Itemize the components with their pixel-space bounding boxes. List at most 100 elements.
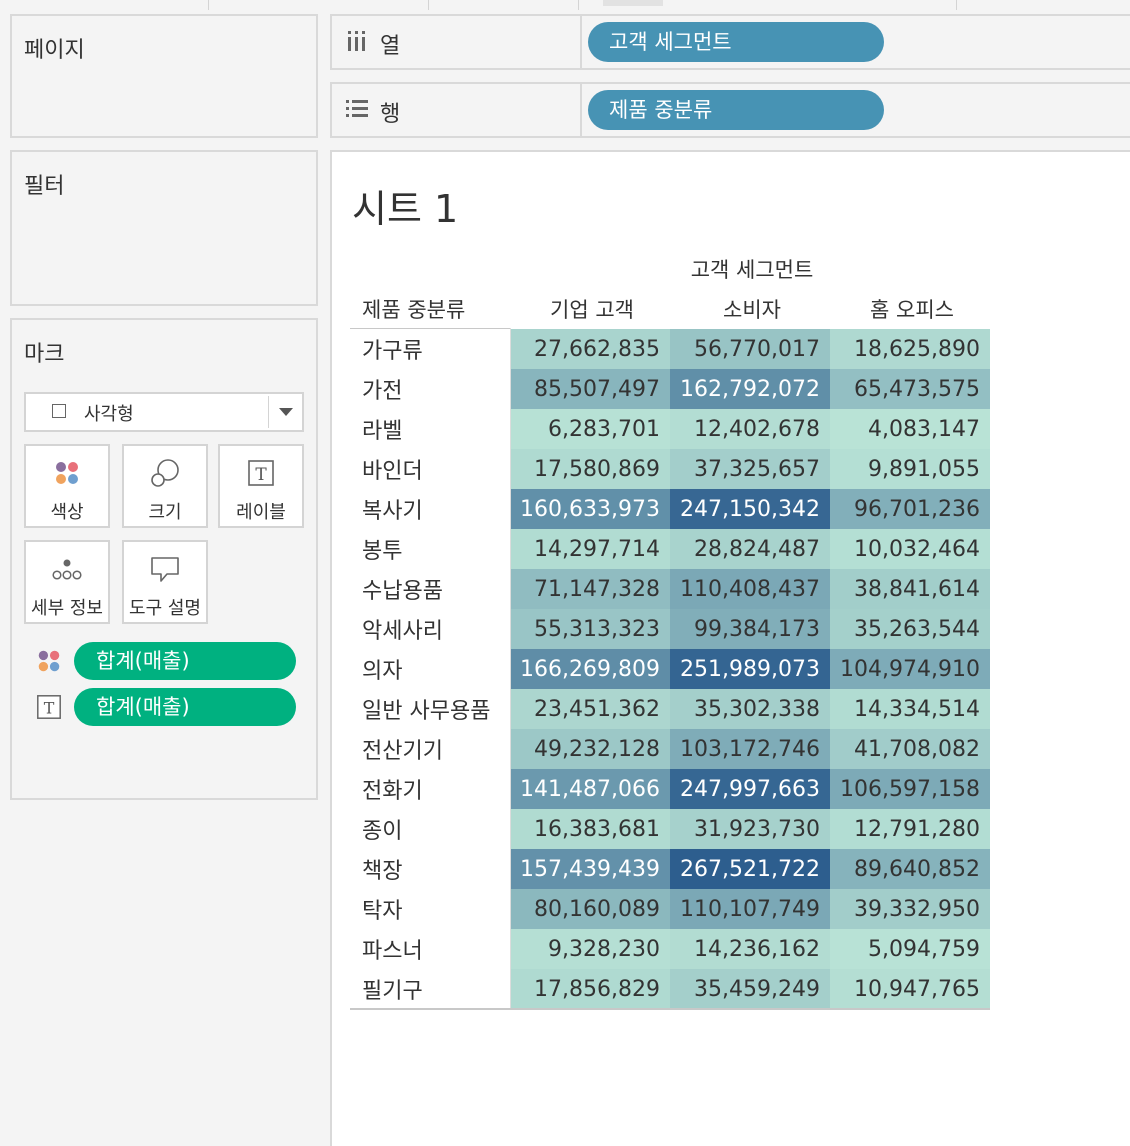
heatmap-cell[interactable]: 12,402,678 bbox=[670, 409, 830, 449]
mark-type-dropdown[interactable]: 사각형 bbox=[24, 392, 304, 432]
svg-text:T: T bbox=[44, 699, 55, 718]
row-label[interactable]: 악세사리 bbox=[362, 619, 443, 644]
color-field-pill[interactable]: 합계(매출) bbox=[74, 642, 296, 680]
label-field-pill[interactable]: 합계(매출) bbox=[74, 688, 296, 726]
row-label[interactable]: 탁자 bbox=[362, 899, 403, 924]
row-label[interactable]: 수납용품 bbox=[362, 579, 443, 604]
heatmap-cell[interactable]: 267,521,722 bbox=[670, 849, 830, 889]
row-label[interactable]: 전화기 bbox=[362, 779, 423, 804]
heatmap-cell[interactable]: 31,923,730 bbox=[670, 809, 830, 849]
heatmap-cell[interactable]: 27,662,835 bbox=[510, 329, 670, 369]
heatmap-cell[interactable]: 247,150,342 bbox=[670, 489, 830, 529]
heatmap-cell[interactable]: 160,633,973 bbox=[510, 489, 670, 529]
color-dots-icon bbox=[56, 462, 78, 484]
row-label[interactable]: 일반 사무용품 bbox=[362, 699, 491, 724]
heatmap-cell[interactable]: 39,332,950 bbox=[830, 889, 990, 929]
heatmap-cell[interactable]: 12,791,280 bbox=[830, 809, 990, 849]
heatmap-cell[interactable]: 5,094,759 bbox=[830, 929, 990, 969]
heatmap-cell[interactable]: 157,439,439 bbox=[510, 849, 670, 889]
heatmap-cell[interactable]: 18,625,890 bbox=[830, 329, 990, 369]
row-label[interactable]: 라벨 bbox=[362, 419, 403, 444]
detail-button[interactable]: 세부 정보 bbox=[24, 540, 110, 624]
table-row: 파스너 9,328,230 14,236,162 5,094,759 bbox=[350, 929, 990, 969]
row-label[interactable]: 전산기기 bbox=[362, 739, 443, 764]
heatmap-cell[interactable]: 9,891,055 bbox=[830, 449, 990, 489]
table-row: 책장 157,439,439 267,521,722 89,640,852 bbox=[350, 849, 990, 889]
rows-pill[interactable]: 제품 중분류 bbox=[588, 90, 884, 130]
row-label[interactable]: 복사기 bbox=[362, 499, 423, 524]
heatmap-cell[interactable]: 166,269,809 bbox=[510, 649, 670, 689]
heatmap-cell[interactable]: 35,263,544 bbox=[830, 609, 990, 649]
heatmap-cell[interactable]: 96,701,236 bbox=[830, 489, 990, 529]
row-label[interactable]: 파스너 bbox=[362, 939, 423, 964]
heatmap-cell[interactable]: 85,507,497 bbox=[510, 369, 670, 409]
row-label[interactable]: 봉투 bbox=[362, 539, 403, 564]
heatmap-cell[interactable]: 56,770,017 bbox=[670, 329, 830, 369]
heatmap-cell[interactable]: 65,473,575 bbox=[830, 369, 990, 409]
sheet-view[interactable]: 시트 1 고객 세그먼트 제품 중분류 기업 고객 소비자 홈 오피스 가구류 2… bbox=[330, 150, 1130, 1146]
heatmap-cell[interactable]: 28,824,487 bbox=[670, 529, 830, 569]
heatmap-cell[interactable]: 38,841,614 bbox=[830, 569, 990, 609]
heatmap-cell[interactable]: 41,708,082 bbox=[830, 729, 990, 769]
heatmap-cell[interactable]: 89,640,852 bbox=[830, 849, 990, 889]
toolbar-tab[interactable] bbox=[603, 0, 663, 6]
heatmap-cell[interactable]: 9,328,230 bbox=[510, 929, 670, 969]
pages-panel[interactable]: 페이지 bbox=[10, 14, 318, 138]
heatmap-cell[interactable]: 104,974,910 bbox=[830, 649, 990, 689]
heatmap-cell[interactable]: 23,451,362 bbox=[510, 689, 670, 729]
chevron-down-icon[interactable] bbox=[279, 408, 293, 416]
heatmap-cell[interactable]: 17,856,829 bbox=[510, 969, 670, 1009]
heatmap-cell[interactable]: 16,383,681 bbox=[510, 809, 670, 849]
heatmap-cell[interactable]: 141,487,066 bbox=[510, 769, 670, 809]
filters-panel[interactable]: 필터 bbox=[10, 150, 318, 306]
row-label[interactable]: 바인더 bbox=[362, 459, 423, 484]
heatmap-cell[interactable]: 10,032,464 bbox=[830, 529, 990, 569]
heatmap-cell[interactable]: 106,597,158 bbox=[830, 769, 990, 809]
heatmap-cell[interactable]: 35,302,338 bbox=[670, 689, 830, 729]
text-label-icon: T bbox=[37, 695, 61, 719]
heatmap-cell[interactable]: 37,325,657 bbox=[670, 449, 830, 489]
table-row: 의자 166,269,809 251,989,073 104,974,910 bbox=[350, 649, 990, 689]
heatmap-cell[interactable]: 162,792,072 bbox=[670, 369, 830, 409]
color-button[interactable]: 색상 bbox=[24, 444, 110, 528]
columns-pill[interactable]: 고객 세그먼트 bbox=[588, 22, 884, 62]
heatmap-cell[interactable]: 17,580,869 bbox=[510, 449, 670, 489]
heatmap-cell[interactable]: 6,283,701 bbox=[510, 409, 670, 449]
tooltip-button[interactable]: 도구 설명 bbox=[122, 540, 208, 624]
columns-shelf[interactable]: 열 고객 세그먼트 bbox=[330, 14, 1130, 70]
row-label[interactable]: 의자 bbox=[362, 659, 403, 684]
row-label[interactable]: 필기구 bbox=[362, 979, 423, 1004]
row-label[interactable]: 종이 bbox=[362, 819, 403, 844]
table-row: 악세사리 55,313,323 99,384,173 35,263,544 bbox=[350, 609, 990, 649]
row-label[interactable]: 가전 bbox=[362, 379, 403, 404]
rows-shelf[interactable]: 행 제품 중분류 bbox=[330, 82, 1130, 138]
column-header-consumer[interactable]: 소비자 bbox=[723, 298, 781, 322]
heatmap-cell[interactable]: 49,232,128 bbox=[510, 729, 670, 769]
column-group-header[interactable]: 고객 세그먼트 bbox=[690, 258, 814, 282]
heatmap-cell[interactable]: 110,107,749 bbox=[670, 889, 830, 929]
row-header-divider bbox=[510, 328, 511, 1008]
column-header-home-office[interactable]: 홈 오피스 bbox=[870, 298, 954, 322]
heatmap-cell[interactable]: 99,384,173 bbox=[670, 609, 830, 649]
heatmap-cell[interactable]: 71,147,328 bbox=[510, 569, 670, 609]
heatmap-cell[interactable]: 35,459,249 bbox=[670, 969, 830, 1009]
heatmap-cell[interactable]: 103,172,746 bbox=[670, 729, 830, 769]
label-button[interactable]: T 레이블 bbox=[218, 444, 304, 528]
row-label[interactable]: 책장 bbox=[362, 859, 403, 884]
mark-type-label: 사각형 bbox=[84, 404, 134, 425]
heatmap-cell[interactable]: 110,408,437 bbox=[670, 569, 830, 609]
column-header-corporate[interactable]: 기업 고객 bbox=[550, 298, 634, 322]
heatmap-cell[interactable]: 80,160,089 bbox=[510, 889, 670, 929]
size-button[interactable]: 크기 bbox=[122, 444, 208, 528]
heatmap-cell[interactable]: 4,083,147 bbox=[830, 409, 990, 449]
sheet-title[interactable]: 시트 1 bbox=[352, 187, 459, 231]
row-field-header[interactable]: 제품 중분류 bbox=[362, 298, 466, 322]
heatmap-cell[interactable]: 247,997,663 bbox=[670, 769, 830, 809]
heatmap-cell[interactable]: 10,947,765 bbox=[830, 969, 990, 1009]
heatmap-cell[interactable]: 14,297,714 bbox=[510, 529, 670, 569]
heatmap-cell[interactable]: 14,334,514 bbox=[830, 689, 990, 729]
heatmap-cell[interactable]: 55,313,323 bbox=[510, 609, 670, 649]
heatmap-cell[interactable]: 251,989,073 bbox=[670, 649, 830, 689]
row-label[interactable]: 가구류 bbox=[362, 339, 423, 364]
heatmap-cell[interactable]: 14,236,162 bbox=[670, 929, 830, 969]
